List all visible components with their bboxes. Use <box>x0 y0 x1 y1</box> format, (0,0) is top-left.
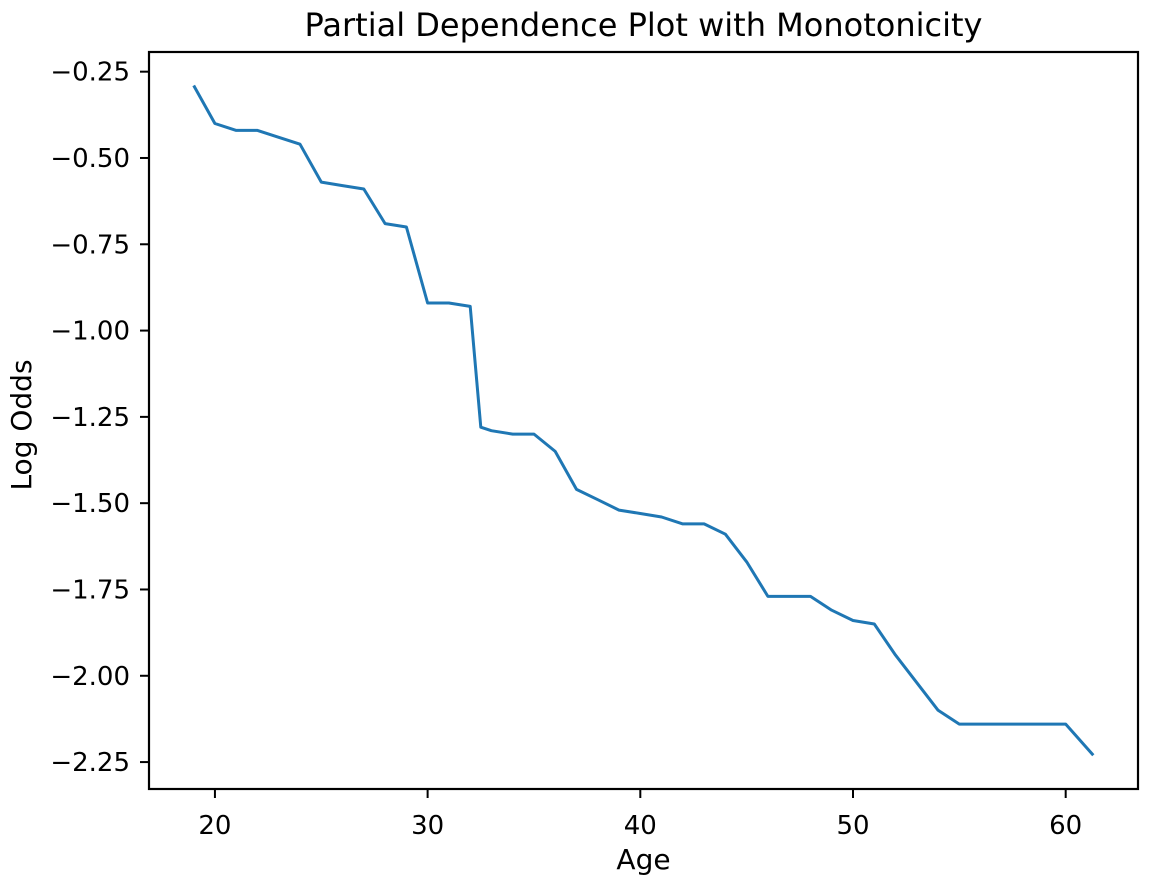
pdp-line <box>192 84 1095 757</box>
x-tick-label: 40 <box>624 811 657 841</box>
y-tick-label: −1.25 <box>50 403 130 433</box>
y-tick-label: −2.25 <box>50 748 130 778</box>
x-tick-label: 30 <box>411 811 444 841</box>
x-axis-label: Age <box>616 843 671 876</box>
y-tick-label: −1.00 <box>50 317 130 347</box>
x-tick-label: 20 <box>198 811 231 841</box>
y-tick-label: −1.50 <box>50 489 130 519</box>
y-tick-label: −2.00 <box>50 662 130 692</box>
y-tick-label: −0.25 <box>50 58 130 88</box>
y-axis-label: Log Odds <box>5 359 38 491</box>
y-tick-label: −0.75 <box>50 230 130 260</box>
x-tick-label: 60 <box>1049 811 1082 841</box>
y-tick-label: −1.75 <box>50 575 130 605</box>
y-tick-label: −0.50 <box>50 144 130 174</box>
plot-frame <box>147 50 1140 791</box>
chart-title: Partial Dependence Plot with Monotonicit… <box>304 6 983 44</box>
x-tick-label: 50 <box>836 811 869 841</box>
